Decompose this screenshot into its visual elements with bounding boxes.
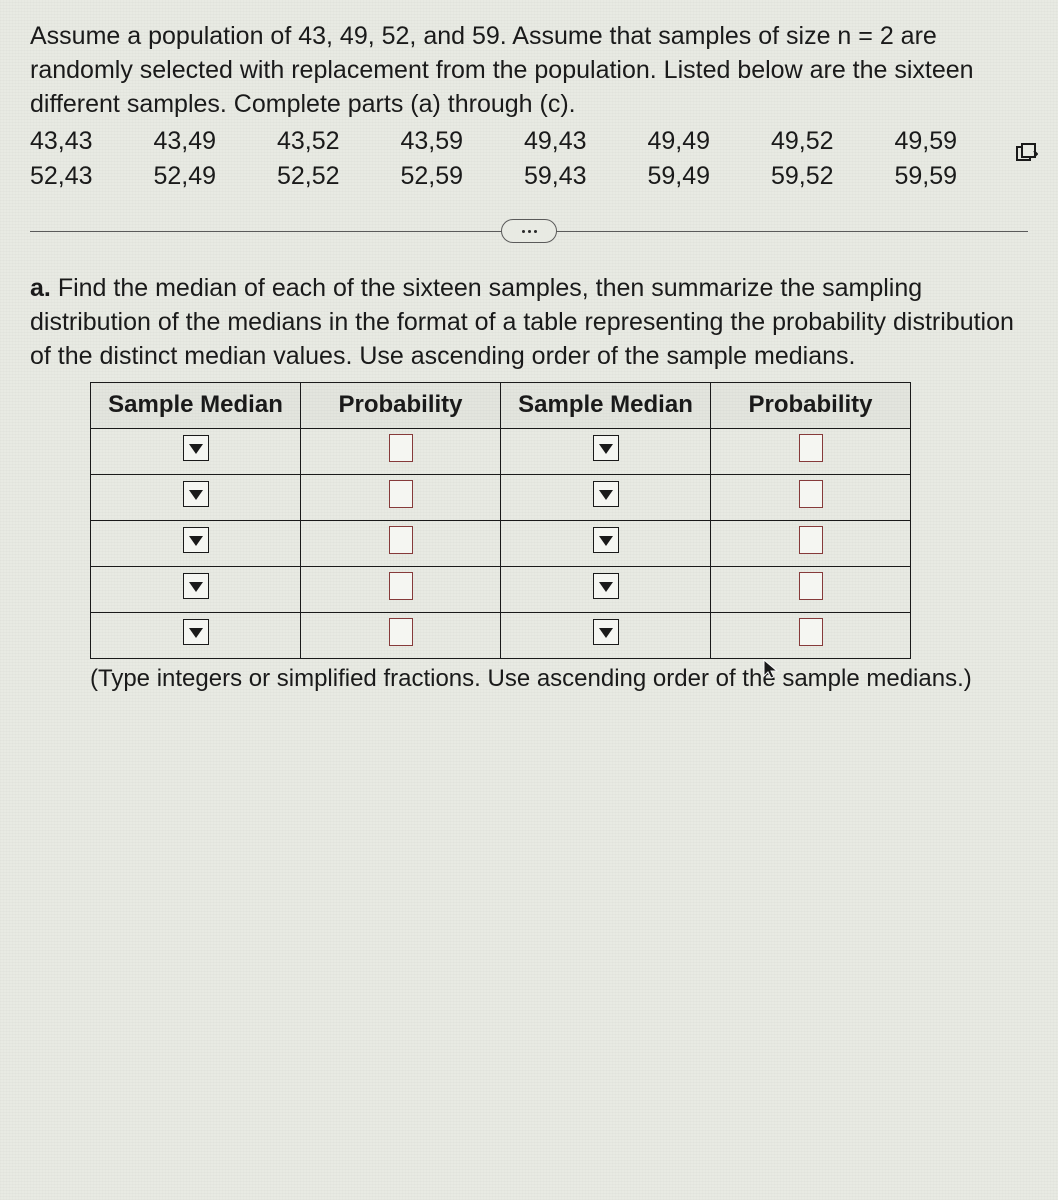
question-page: Assume a population of 43, 49, 52, and 5… bbox=[0, 0, 1058, 1200]
col-header: Probability bbox=[301, 382, 501, 428]
probability-input[interactable] bbox=[799, 480, 823, 508]
section-divider bbox=[30, 231, 1028, 232]
popup-icon[interactable] bbox=[1016, 143, 1038, 163]
part-a-label: a. bbox=[30, 274, 51, 302]
col-header: Sample Median bbox=[501, 382, 711, 428]
col-header: Sample Median bbox=[91, 382, 301, 428]
sample-item: 43,43 bbox=[30, 127, 134, 156]
probability-input[interactable] bbox=[799, 618, 823, 646]
sample-item: 43,52 bbox=[277, 127, 381, 156]
median-dropdown[interactable] bbox=[593, 435, 619, 461]
dot-icon bbox=[522, 230, 525, 233]
probability-input[interactable] bbox=[389, 434, 413, 462]
median-dropdown[interactable] bbox=[183, 481, 209, 507]
probability-input[interactable] bbox=[389, 480, 413, 508]
dot-icon bbox=[528, 230, 531, 233]
probability-input[interactable] bbox=[389, 618, 413, 646]
answer-hint: (Type integers or simplified fractions. … bbox=[90, 663, 1028, 694]
sample-item: 43,59 bbox=[401, 127, 505, 156]
sample-item: 59,59 bbox=[895, 162, 999, 191]
dot-icon bbox=[534, 230, 537, 233]
answer-table: Sample Median Probability Sample Median … bbox=[90, 382, 911, 659]
sample-item: 59,52 bbox=[771, 162, 875, 191]
probability-input[interactable] bbox=[799, 526, 823, 554]
table-row bbox=[91, 612, 911, 658]
median-dropdown[interactable] bbox=[183, 573, 209, 599]
median-dropdown[interactable] bbox=[593, 573, 619, 599]
col-header: Probability bbox=[711, 382, 911, 428]
median-dropdown[interactable] bbox=[183, 527, 209, 553]
table-row bbox=[91, 428, 911, 474]
sample-item: 49,49 bbox=[648, 127, 752, 156]
question-intro: Assume a population of 43, 49, 52, and 5… bbox=[30, 20, 1028, 121]
sample-item: 52,49 bbox=[154, 162, 258, 191]
probability-input[interactable] bbox=[389, 526, 413, 554]
sample-item: 49,52 bbox=[771, 127, 875, 156]
sample-item: 59,49 bbox=[648, 162, 752, 191]
sample-item: 52,59 bbox=[401, 162, 505, 191]
cursor-icon bbox=[762, 657, 780, 679]
table-row bbox=[91, 566, 911, 612]
sample-item: 49,59 bbox=[895, 127, 999, 156]
sample-item: 49,43 bbox=[524, 127, 628, 156]
sample-item: 52,52 bbox=[277, 162, 381, 191]
median-dropdown[interactable] bbox=[183, 619, 209, 645]
probability-input[interactable] bbox=[389, 572, 413, 600]
hint-text: (Type integers or simplified fractions. … bbox=[90, 665, 972, 692]
median-dropdown[interactable] bbox=[593, 619, 619, 645]
part-a-body: Find the median of each of the sixteen s… bbox=[30, 274, 1014, 370]
sample-item: 52,43 bbox=[30, 162, 134, 191]
median-dropdown[interactable] bbox=[593, 481, 619, 507]
samples-list: 43,43 43,49 43,52 43,59 49,43 49,49 49,5… bbox=[30, 127, 1028, 191]
table-header-row: Sample Median Probability Sample Median … bbox=[91, 382, 911, 428]
sample-item: 59,43 bbox=[524, 162, 628, 191]
expand-button[interactable] bbox=[501, 219, 557, 243]
table-row bbox=[91, 520, 911, 566]
median-dropdown[interactable] bbox=[183, 435, 209, 461]
part-a-text: a. Find the median of each of the sixtee… bbox=[30, 272, 1028, 373]
table-row bbox=[91, 474, 911, 520]
probability-input[interactable] bbox=[799, 434, 823, 462]
probability-input[interactable] bbox=[799, 572, 823, 600]
median-dropdown[interactable] bbox=[593, 527, 619, 553]
sample-item: 43,49 bbox=[154, 127, 258, 156]
